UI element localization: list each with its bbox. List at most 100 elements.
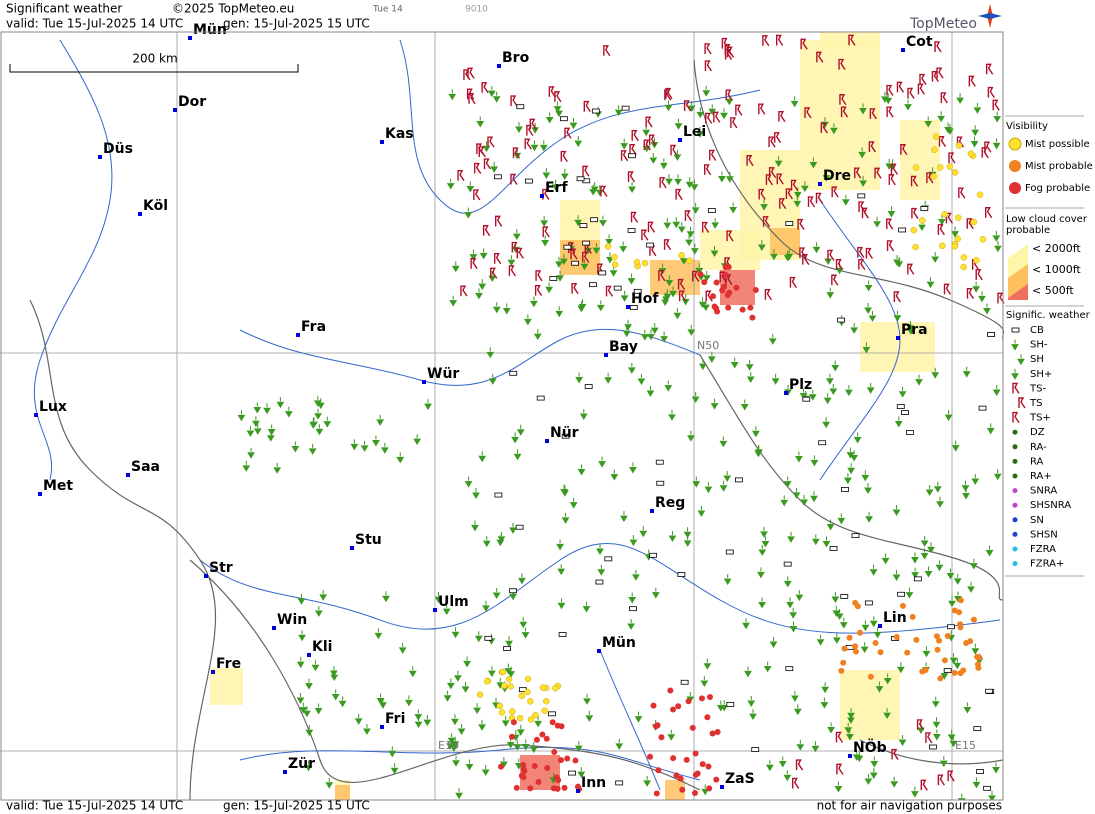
shower-symbol: [922, 646, 931, 658]
shower-symbol: [832, 605, 841, 617]
shower-symbol: [521, 739, 530, 751]
thunderstorm-symbol: [571, 282, 579, 295]
fog-symbol: [513, 784, 520, 791]
mist-symbol: [954, 235, 961, 243]
shower-symbol: [723, 574, 732, 586]
shower-symbol: [827, 722, 835, 734]
river: [33, 39, 113, 481]
city-marker: [34, 413, 38, 417]
thunderstorm-symbol: [985, 63, 994, 75]
shower-symbol: [674, 118, 683, 130]
shower-symbol: [634, 711, 643, 723]
shower-symbol: [529, 742, 538, 754]
thunderstorm-symbol: [495, 215, 503, 227]
legend-item: TS+: [1029, 413, 1051, 424]
city-label: Wür: [427, 366, 459, 382]
shower-symbol: [873, 216, 881, 228]
shower-symbol: [911, 552, 919, 564]
legend-item: DZ: [1030, 427, 1045, 438]
shower-symbol: [677, 221, 686, 233]
shower-symbol: [507, 255, 516, 267]
shower-symbol: [296, 693, 305, 705]
shower-symbol: [323, 416, 332, 428]
thunderstorm-symbol: [893, 291, 901, 303]
cb-symbol: [735, 477, 743, 483]
legend-symbol: [1012, 517, 1018, 523]
shower-symbol: [305, 725, 314, 737]
cb-symbol: [559, 116, 568, 122]
city-marker: [38, 492, 42, 496]
shower-symbol: [740, 399, 749, 411]
shower-symbol: [993, 469, 1002, 481]
cb-symbol: [901, 410, 909, 415]
shower-symbol: [668, 531, 677, 543]
shower-symbol: [992, 762, 1000, 774]
fog-symbol: [564, 755, 571, 762]
mist-symbol: [973, 256, 980, 264]
shower-symbol: [505, 636, 513, 648]
thunderstorm-symbol: [857, 246, 865, 258]
shower-symbol: [858, 147, 867, 159]
city-label: Pra: [901, 322, 928, 338]
shower-symbol: [719, 480, 728, 492]
shower-symbol: [698, 359, 707, 371]
footer-gen: gen: 15-Jul-2025 15 UTC: [223, 799, 370, 813]
mist-symbol: [960, 254, 968, 261]
mist-probable-symbol: [846, 634, 853, 641]
shower-symbol: [582, 601, 591, 613]
thunderstorm-symbol: [816, 51, 824, 63]
shower-symbol: [376, 693, 385, 705]
shower-symbol: [413, 434, 422, 446]
thunderstorm-symbol: [768, 136, 776, 148]
mist-symbol: [912, 243, 919, 251]
city-label: Lin: [883, 610, 907, 626]
thunderstorm-symbol: [778, 110, 786, 123]
shower-symbol: [866, 382, 875, 394]
shower-symbol: [482, 536, 491, 548]
shower-symbol: [664, 100, 673, 112]
shower-symbol: [553, 101, 562, 113]
city-marker: [540, 194, 544, 198]
thunderstorm-symbol: [907, 87, 915, 99]
thunderstorm-symbol: [746, 155, 754, 167]
shower-symbol: [615, 738, 624, 750]
fog-symbol: [689, 724, 696, 731]
city-marker: [296, 333, 300, 337]
city-label: Hof: [631, 291, 659, 307]
mist-probable-symbol: [877, 649, 884, 656]
thunderstorm-symbol: [948, 152, 956, 164]
shower-symbol: [716, 700, 725, 712]
shower-symbol: [924, 116, 933, 128]
cb-symbol: [973, 726, 982, 732]
shower-symbol: [627, 273, 636, 285]
city-marker: [126, 473, 130, 477]
fog-symbol: [694, 770, 701, 777]
legend-symbol: [1012, 488, 1018, 494]
shower-symbol: [961, 480, 970, 492]
cb-symbol: [913, 576, 922, 582]
fog-symbol: [692, 789, 699, 796]
title: Significant weather: [6, 2, 122, 16]
cb-symbol: [802, 396, 811, 402]
city-marker: [307, 653, 311, 657]
shower-symbol: [667, 729, 676, 741]
shower-symbol: [457, 724, 466, 736]
shower-symbol: [569, 497, 578, 509]
cb-symbol: [558, 632, 567, 637]
code-label: 9010: [465, 5, 488, 15]
shower-symbol: [242, 460, 251, 472]
thunderstorm-symbol: [940, 92, 948, 104]
thunderstorm-symbol: [704, 43, 712, 55]
thunderstorm-symbol: [659, 177, 667, 189]
shower-symbol: [799, 388, 808, 400]
thunderstorm-symbol: [560, 150, 568, 162]
fog-symbol: [543, 735, 550, 742]
shower-symbol: [864, 280, 873, 292]
shower-symbol: [816, 634, 825, 646]
thunderstorm-symbol: [840, 106, 849, 118]
shower-symbol: [707, 351, 716, 363]
shower-symbol: [894, 416, 903, 428]
shower-symbol: [639, 526, 648, 538]
shower-symbol: [700, 676, 709, 688]
shower-symbol: [464, 476, 473, 488]
